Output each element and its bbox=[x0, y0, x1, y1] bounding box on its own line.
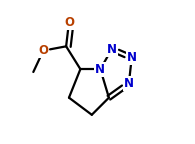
Text: O: O bbox=[64, 16, 74, 29]
Text: N: N bbox=[124, 77, 134, 90]
Text: N: N bbox=[127, 51, 137, 64]
Text: N: N bbox=[95, 63, 105, 76]
Text: N: N bbox=[107, 43, 117, 56]
Text: O: O bbox=[38, 44, 48, 57]
